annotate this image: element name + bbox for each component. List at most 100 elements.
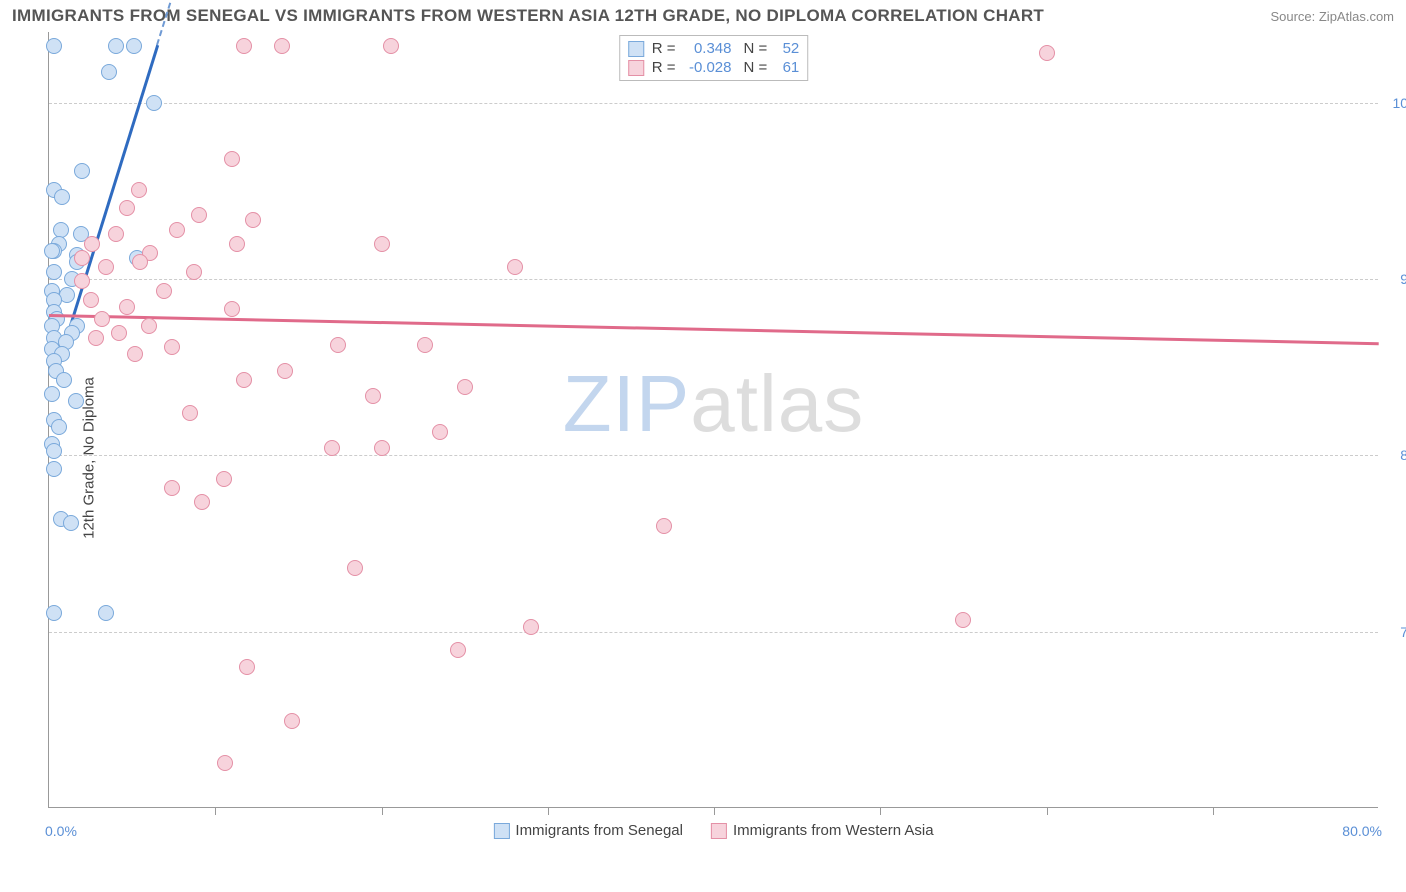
data-point (63, 515, 79, 531)
gridline (49, 103, 1378, 104)
legend-swatch (711, 823, 727, 839)
data-point (74, 163, 90, 179)
data-point (68, 393, 84, 409)
data-point (365, 388, 381, 404)
data-point (108, 226, 124, 242)
data-point (432, 424, 448, 440)
data-point (111, 325, 127, 341)
data-point (457, 379, 473, 395)
legend-label: Immigrants from Western Asia (733, 822, 934, 839)
data-point (224, 301, 240, 317)
data-point (274, 38, 290, 54)
data-point (224, 151, 240, 167)
data-point (119, 200, 135, 216)
y-tick-label: 85.0% (1384, 447, 1406, 463)
gridline (49, 632, 1378, 633)
chart-header: IMMIGRANTS FROM SENEGAL VS IMMIGRANTS FR… (0, 0, 1406, 30)
data-point (194, 494, 210, 510)
x-axis-max-label: 80.0% (1342, 823, 1382, 839)
data-point (46, 264, 62, 280)
data-point (507, 259, 523, 275)
x-tick (548, 807, 549, 815)
data-point (216, 471, 232, 487)
data-point (101, 64, 117, 80)
y-tick-label: 77.5% (1384, 624, 1406, 640)
data-point (51, 419, 67, 435)
x-tick (1047, 807, 1048, 815)
legend-item: Immigrants from Senegal (493, 822, 683, 839)
chart-area: 12th Grade, No Diploma ZIPatlas R =0.348… (0, 30, 1406, 885)
data-point (141, 318, 157, 334)
data-point (108, 38, 124, 54)
x-tick (1213, 807, 1214, 815)
data-point (84, 236, 100, 252)
data-point (146, 95, 162, 111)
x-tick (880, 807, 881, 815)
legend-r-label: R = (652, 59, 676, 76)
legend-swatch (628, 41, 644, 57)
data-point (127, 346, 143, 362)
data-point (46, 605, 62, 621)
data-point (186, 264, 202, 280)
data-point (523, 619, 539, 635)
data-point (383, 38, 399, 54)
data-point (347, 560, 363, 576)
data-point (94, 311, 110, 327)
data-point (191, 207, 207, 223)
data-point (374, 236, 390, 252)
data-point (54, 189, 70, 205)
correlation-legend: R =0.348N =52R =-0.028N =61 (619, 35, 809, 81)
data-point (46, 38, 62, 54)
trend-line (49, 314, 1379, 345)
legend-item: Immigrants from Western Asia (711, 822, 934, 839)
data-point (56, 372, 72, 388)
data-point (324, 440, 340, 456)
data-point (156, 283, 172, 299)
data-point (245, 212, 261, 228)
series-legend: Immigrants from Senegal Immigrants from W… (493, 822, 933, 839)
gridline (49, 455, 1378, 456)
data-point (955, 612, 971, 628)
data-point (46, 443, 62, 459)
data-point (217, 755, 233, 771)
data-point (126, 38, 142, 54)
legend-row: R =0.348N =52 (628, 39, 800, 58)
data-point (374, 440, 390, 456)
x-tick (714, 807, 715, 815)
x-tick (382, 807, 383, 815)
data-point (236, 38, 252, 54)
legend-r-label: R = (652, 40, 676, 57)
data-point (44, 243, 60, 259)
data-point (450, 642, 466, 658)
data-point (656, 518, 672, 534)
data-point (330, 337, 346, 353)
data-point (83, 292, 99, 308)
data-point (417, 337, 433, 353)
data-point (164, 480, 180, 496)
data-point (1039, 45, 1055, 61)
x-axis-min-label: 0.0% (45, 823, 77, 839)
watermark-pre: ZIP (563, 359, 690, 448)
data-point (74, 273, 90, 289)
legend-row: R =-0.028N =61 (628, 58, 800, 77)
data-point (284, 713, 300, 729)
watermark: ZIPatlas (563, 358, 864, 450)
gridline (49, 279, 1378, 280)
watermark-post: atlas (690, 359, 864, 448)
data-point (132, 254, 148, 270)
legend-label: Immigrants from Senegal (515, 822, 683, 839)
y-tick-label: 92.5% (1384, 271, 1406, 287)
legend-r-value: -0.028 (680, 59, 732, 76)
source-label: Source: ZipAtlas.com (1270, 9, 1394, 24)
legend-swatch (628, 60, 644, 76)
data-point (46, 461, 62, 477)
plot-region: ZIPatlas R =0.348N =52R =-0.028N =61 Imm… (48, 32, 1378, 808)
legend-r-value: 0.348 (680, 40, 732, 57)
legend-swatch (493, 823, 509, 839)
data-point (277, 363, 293, 379)
data-point (74, 250, 90, 266)
data-point (44, 386, 60, 402)
y-tick-label: 100.0% (1384, 95, 1406, 111)
data-point (98, 259, 114, 275)
data-point (88, 330, 104, 346)
